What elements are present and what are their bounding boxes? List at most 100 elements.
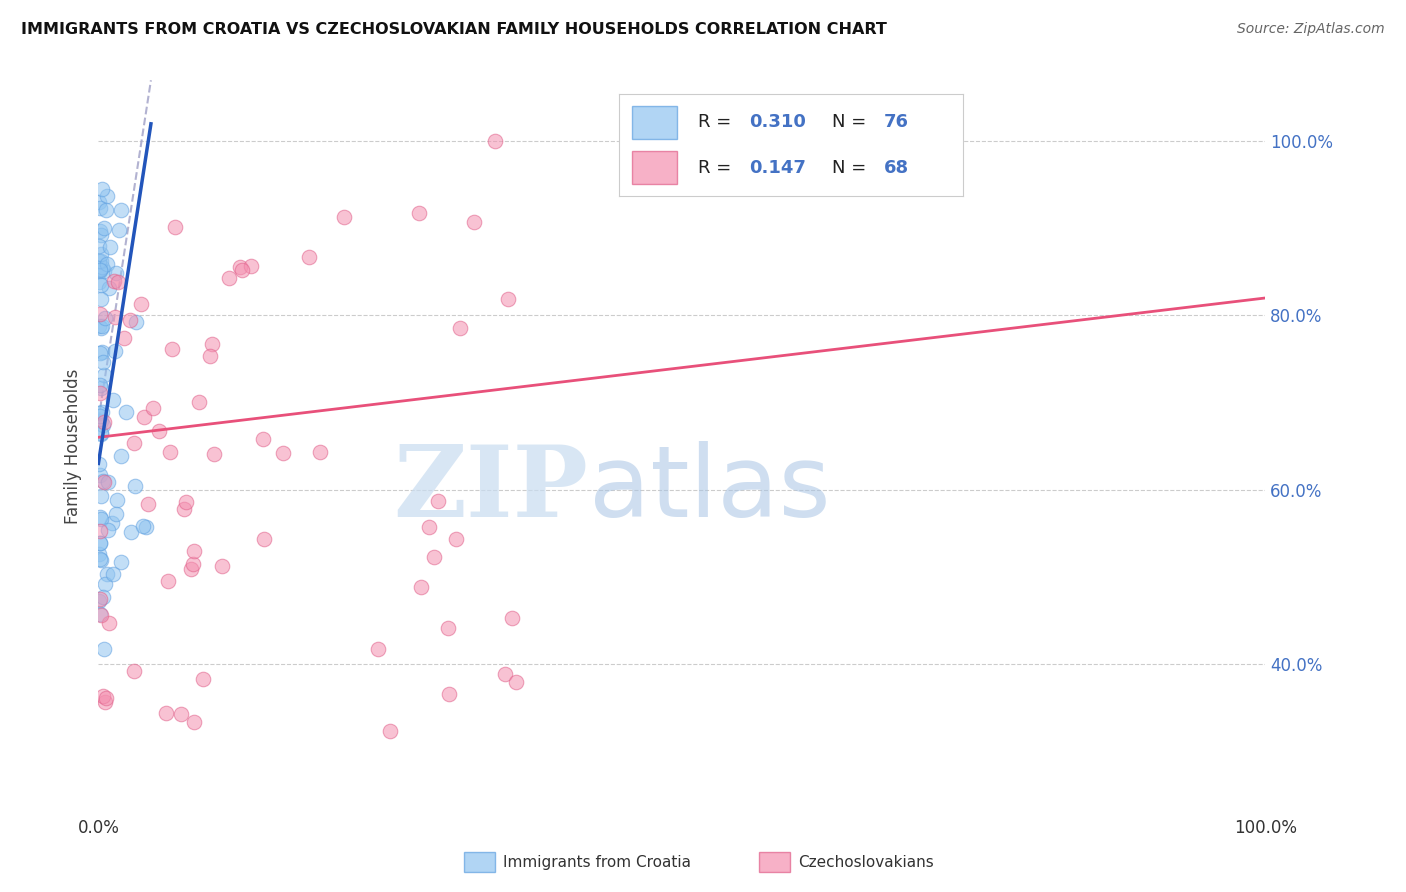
- Point: [308, 445, 330, 459]
- Point: [91, 319, 114, 334]
- Point: [501, 611, 523, 625]
- Point: [90, 608, 112, 623]
- Point: [134, 409, 156, 424]
- Point: [94, 695, 117, 709]
- Point: [103, 274, 125, 288]
- Text: 76: 76: [884, 113, 908, 131]
- Point: [93, 263, 115, 277]
- Point: [89, 346, 111, 360]
- Point: [89, 254, 111, 268]
- Point: [94, 203, 117, 218]
- Point: [96, 690, 118, 705]
- Point: [90, 321, 112, 335]
- Point: [93, 220, 115, 235]
- FancyBboxPatch shape: [633, 106, 678, 139]
- Point: [124, 436, 146, 450]
- Point: [120, 525, 142, 540]
- Point: [174, 495, 197, 509]
- Point: [411, 580, 433, 594]
- Point: [437, 621, 460, 635]
- Point: [91, 590, 114, 604]
- Point: [187, 395, 209, 409]
- Text: Immigrants from Croatia: Immigrants from Croatia: [503, 855, 692, 870]
- Point: [91, 474, 114, 488]
- Point: [169, 707, 191, 722]
- Point: [89, 524, 111, 538]
- Point: [89, 385, 111, 400]
- Point: [91, 344, 114, 359]
- Text: Source: ZipAtlas.com: Source: ZipAtlas.com: [1237, 22, 1385, 37]
- Text: 68: 68: [884, 159, 910, 177]
- Point: [124, 479, 146, 493]
- Point: [96, 567, 118, 582]
- Point: [408, 205, 430, 219]
- Point: [87, 238, 110, 252]
- Point: [90, 489, 112, 503]
- Point: [180, 562, 202, 576]
- Point: [129, 296, 152, 310]
- Point: [89, 409, 111, 423]
- Point: [89, 607, 111, 621]
- Point: [418, 519, 440, 533]
- Point: [89, 201, 111, 215]
- Point: [97, 523, 120, 537]
- Point: [298, 250, 321, 264]
- Point: [211, 559, 233, 574]
- Point: [107, 276, 129, 290]
- Point: [110, 202, 132, 217]
- Point: [91, 689, 114, 703]
- Point: [105, 493, 128, 508]
- Point: [87, 275, 110, 289]
- Point: [89, 468, 111, 483]
- Point: [101, 516, 124, 531]
- Point: [89, 264, 111, 278]
- Point: [104, 343, 127, 358]
- Point: [94, 577, 117, 591]
- Point: [91, 417, 114, 432]
- Point: [89, 262, 111, 277]
- Point: [183, 544, 205, 558]
- Y-axis label: Family Households: Family Households: [65, 368, 83, 524]
- Point: [173, 501, 195, 516]
- Point: [202, 447, 225, 461]
- Point: [252, 532, 274, 546]
- Point: [484, 134, 506, 148]
- Point: [90, 254, 112, 268]
- Point: [93, 368, 115, 382]
- Point: [89, 536, 111, 550]
- Point: [155, 706, 177, 721]
- Point: [444, 532, 467, 546]
- Point: [496, 292, 519, 306]
- Text: 0.310: 0.310: [749, 113, 807, 131]
- Point: [142, 401, 165, 416]
- Point: [105, 266, 128, 280]
- Point: [89, 552, 111, 566]
- Point: [271, 446, 294, 460]
- Text: N =: N =: [832, 113, 872, 131]
- Point: [163, 220, 186, 235]
- Point: [201, 337, 224, 351]
- Point: [93, 475, 115, 489]
- Point: [89, 592, 111, 607]
- Point: [89, 377, 111, 392]
- Point: [91, 405, 114, 419]
- Point: [89, 224, 111, 238]
- Point: [87, 457, 110, 471]
- Point: [91, 182, 114, 196]
- Point: [136, 497, 159, 511]
- Point: [427, 494, 450, 508]
- Point: [252, 432, 274, 446]
- Point: [90, 427, 112, 442]
- Point: [90, 381, 112, 395]
- Point: [90, 277, 112, 292]
- Point: [125, 315, 148, 329]
- Point: [90, 413, 112, 427]
- Point: [380, 724, 402, 739]
- Point: [423, 550, 446, 565]
- Point: [437, 687, 460, 701]
- Point: [159, 444, 181, 458]
- Point: [90, 511, 112, 525]
- Text: 0.147: 0.147: [749, 159, 807, 177]
- Point: [108, 223, 131, 237]
- Point: [157, 574, 180, 588]
